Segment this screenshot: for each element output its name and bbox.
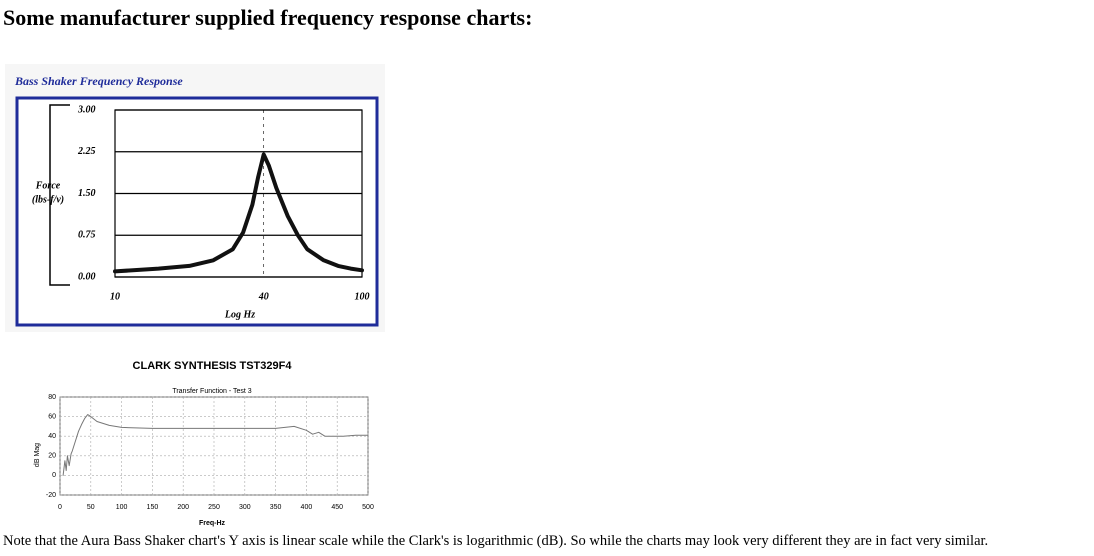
x-tick-label: 150 bbox=[147, 504, 159, 511]
data-line bbox=[62, 414, 369, 476]
x-axis-label: Log Hz bbox=[224, 309, 255, 320]
y-tick-label: 0 bbox=[52, 472, 56, 479]
x-tick-label: 250 bbox=[208, 504, 220, 511]
chart-title: CLARK SYNTHESIS TST329F4 bbox=[133, 360, 293, 372]
x-tick-label: 500 bbox=[362, 504, 374, 511]
x-tick-label: 50 bbox=[87, 504, 95, 511]
y-tick-label: 0.00 bbox=[78, 271, 96, 282]
note: Note that the Aura Bass Shaker chart's Y… bbox=[3, 533, 988, 549]
y-tick-label: 20 bbox=[48, 453, 56, 460]
x-tick-label: 450 bbox=[331, 504, 343, 511]
y-tick-label: 0.75 bbox=[78, 230, 96, 241]
heading: Some manufacturer supplied frequency res… bbox=[3, 5, 532, 30]
plot-frame bbox=[114, 109, 363, 278]
x-tick-label: 200 bbox=[177, 504, 189, 511]
y-tick-label: 40 bbox=[48, 433, 56, 440]
y-axis-label: dB Mag bbox=[34, 443, 41, 467]
y-tick-label: -20 bbox=[46, 492, 56, 499]
axis-bracket bbox=[49, 104, 70, 286]
x-tick-label: 400 bbox=[301, 504, 313, 511]
x-tick-label: 350 bbox=[270, 504, 282, 511]
y-tick-label: 1.50 bbox=[78, 188, 96, 199]
chart-frame bbox=[15, 96, 379, 327]
x-tick-label: 100 bbox=[355, 291, 370, 302]
y-tick-label: 60 bbox=[48, 413, 56, 420]
x-axis-label: Freq-Hz bbox=[199, 520, 226, 527]
x-tick-label: 100 bbox=[116, 504, 128, 511]
x-tick-label: 10 bbox=[110, 291, 120, 302]
chart-subtitle: Transfer Function - Test 3 bbox=[172, 388, 251, 395]
y-axis-label: Force bbox=[35, 180, 61, 191]
y-axis-label: (lbs-f/v) bbox=[32, 194, 64, 205]
x-tick-label: 0 bbox=[58, 504, 62, 511]
x-tick-label: 300 bbox=[239, 504, 251, 511]
y-tick-label: 80 bbox=[48, 394, 56, 401]
y-tick-label: 3.00 bbox=[77, 104, 96, 115]
chart-title: Bass Shaker Frequency Response bbox=[14, 74, 183, 88]
data-line bbox=[113, 152, 364, 274]
y-tick-label: 2.25 bbox=[77, 146, 96, 157]
x-tick-label: 40 bbox=[258, 291, 269, 302]
